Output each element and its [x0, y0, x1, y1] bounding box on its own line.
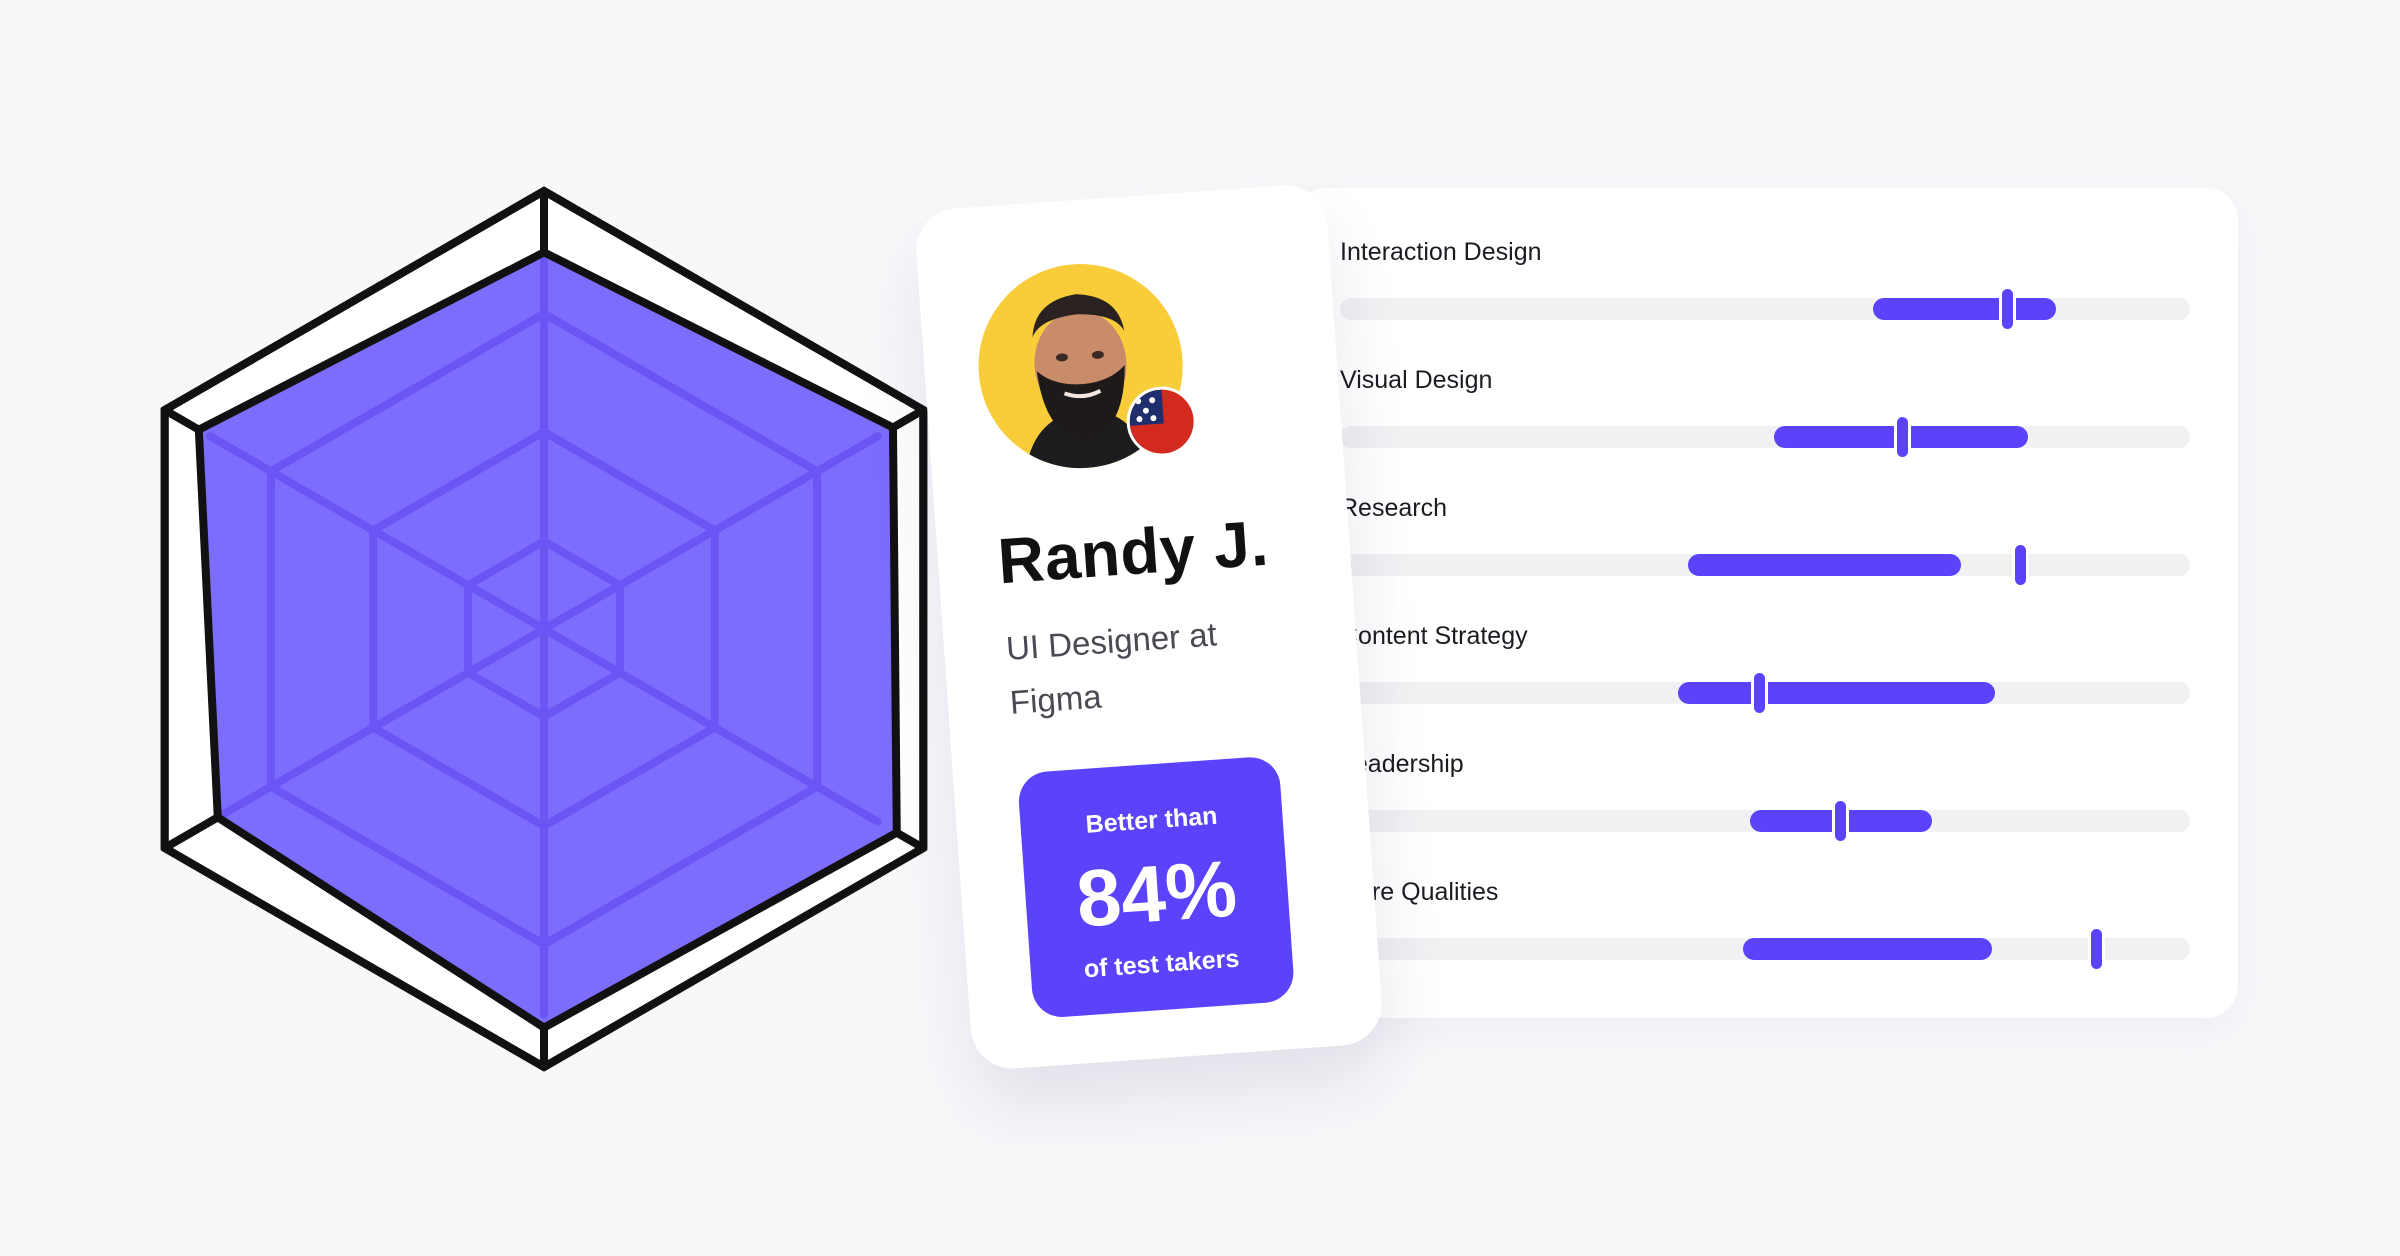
profile-name: Randy J.: [995, 506, 1271, 598]
radar-grid-spoke: [206, 432, 548, 633]
skill-track: [1340, 670, 2190, 716]
skill-label: Research: [1340, 494, 1447, 522]
score-badge: Better than 84% of test takers: [1016, 755, 1296, 1019]
skill-score-marker: [1999, 286, 2017, 332]
radar-grid-ring: [369, 427, 719, 831]
radar-grid-spoke: [540, 625, 882, 826]
us-flag-icon: [1124, 384, 1200, 459]
score-value: 84%: [1073, 843, 1240, 944]
skill-score-marker: [1751, 670, 1769, 716]
skill-track: [1340, 414, 2190, 460]
skill-track: [1340, 286, 2190, 332]
radar-grid-spoke: [206, 625, 548, 826]
skill-score-marker: [2087, 926, 2105, 972]
radar-vertex-connector: [888, 406, 928, 432]
skill-range-bar: [1872, 298, 2056, 320]
skill-range-bar: [1678, 682, 1996, 704]
radar-vertex-connector: [892, 828, 928, 852]
skill-label: Interaction Design: [1340, 238, 1542, 266]
profile-card: Randy J. UI Designer at Figma Better tha…: [913, 182, 1385, 1072]
radar-data-outline: [194, 248, 901, 1032]
skill-label: Content Strategy: [1340, 622, 1528, 650]
score-top-label: Better than: [1084, 801, 1219, 839]
radar-vertex-connector: [160, 406, 203, 434]
radar-grid-spoke: [540, 432, 882, 633]
score-bottom-label: of test takers: [1082, 944, 1241, 984]
skill-track: [1340, 798, 2190, 844]
skill-score-marker: [1893, 414, 1911, 460]
skill-track: [1340, 542, 2190, 588]
radar-grid-ring: [266, 309, 822, 949]
skill-track: [1340, 926, 2190, 972]
skill-score-marker: [1831, 798, 1849, 844]
radar-outer-outline: [160, 187, 928, 1071]
skill-range-bar: [1687, 554, 1962, 576]
skill-label: Visual Design: [1340, 366, 1493, 394]
radar-outer-ring: [160, 186, 928, 1072]
radar-vertex-connector: [160, 813, 222, 852]
radar-data-area: [198, 252, 897, 1028]
skill-score-marker: [2012, 542, 2029, 588]
skills-panel: Interaction Design Visual Design Research C…: [1294, 188, 2238, 1018]
radar-grid-ring: [464, 537, 624, 721]
profile-job-title: UI Designer at Figma: [1004, 615, 1218, 721]
skill-range-bar: [1742, 938, 1992, 960]
